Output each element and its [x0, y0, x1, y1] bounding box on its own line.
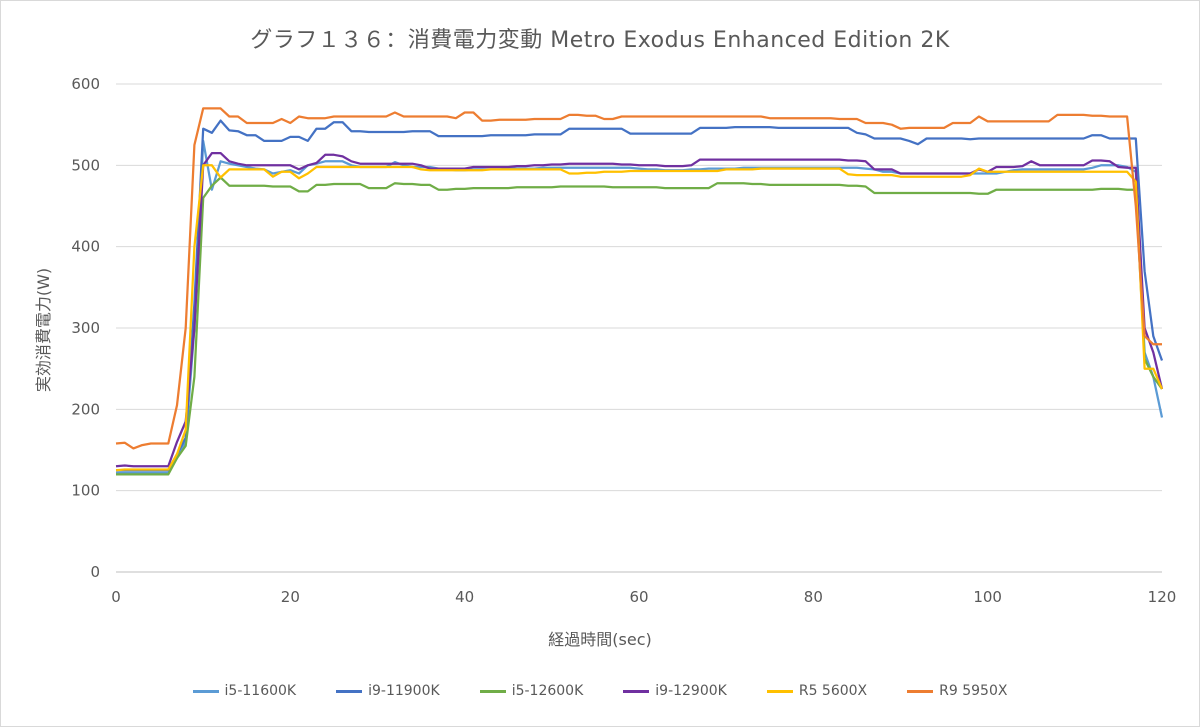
legend-label: i9-11900K: [368, 683, 440, 699]
legend-item-i9-11900k: i9-11900K: [336, 683, 440, 699]
legend-swatch: [907, 689, 934, 693]
x-tick-label: 0: [111, 588, 121, 606]
series-line-i9-12900k: [115, 151, 1164, 468]
series-line-i5-11600k: [116, 139, 1164, 474]
legend-swatch: [766, 689, 793, 693]
x-tick-label: 100: [973, 588, 1002, 606]
x-tick-label: 120: [1148, 588, 1177, 606]
y-tick-label: 300: [71, 319, 100, 337]
x-tick-label: 80: [804, 588, 823, 606]
y-tick-label: 100: [71, 482, 100, 500]
legend-label: R9 5950X: [939, 683, 1008, 699]
legend-item-i5-11600k: i5-11600K: [192, 683, 297, 699]
y-tick-label: 600: [71, 75, 100, 93]
series-line-i5-12600k: [116, 176, 1163, 476]
y-tick-label: 500: [71, 156, 100, 174]
legend-swatch: [623, 689, 650, 693]
series-line-r9-5950x: [115, 107, 1162, 450]
chart-title: グラフ１３６：消費電力変動 Metro Exodus Enhanced Edit…: [250, 28, 950, 53]
legend-item-r9-5950x: R9 5950X: [907, 683, 1007, 699]
legend-label: i5-11600K: [224, 683, 297, 699]
x-axis-label: 経過時間(sec): [548, 630, 652, 649]
legend-item-r5-5600x: R5 5600X: [766, 683, 868, 699]
legend-swatch: [479, 689, 506, 693]
legend-item-i9-12900k: i9-12900K: [623, 683, 727, 699]
y-tick-label: 200: [71, 400, 100, 418]
series-lines: [115, 107, 1164, 476]
legend-swatch: [336, 689, 363, 693]
series-line-r5-5600x: [115, 164, 1164, 472]
y-tick-label: 0: [90, 563, 100, 581]
axis-ticks: 0 100 200 300 400 500 600 0 20 40 60 80 100 120: [71, 75, 1176, 606]
legend-label: i9-12900K: [655, 683, 727, 699]
legend-swatch: [192, 689, 219, 693]
legend-label: i5-12600K: [511, 683, 584, 699]
legend-label: R5 5600X: [798, 683, 868, 699]
x-tick-label: 60: [629, 588, 648, 606]
y-tick-label: 400: [71, 238, 100, 256]
y-axis-label: 実効消費電力(W): [34, 267, 53, 393]
legend: i5-11600K i9-11900K i5-12600K i9-12900K R5 5…: [0, 683, 1200, 699]
series-line-i9-11900k: [116, 119, 1164, 472]
legend-item-i5-12600k: i5-12600K: [479, 683, 584, 699]
x-tick-label: 40: [455, 588, 474, 606]
grid-lines: [116, 83, 1162, 573]
x-tick-label: 20: [281, 588, 300, 606]
